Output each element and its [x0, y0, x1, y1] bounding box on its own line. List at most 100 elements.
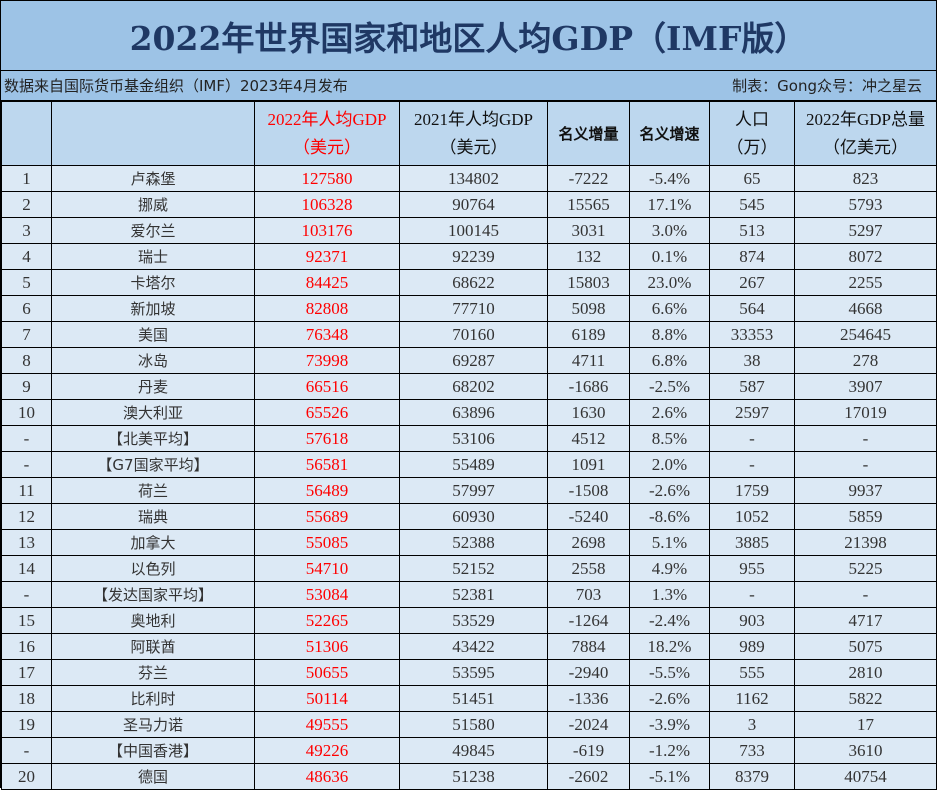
gdp-pc-2021-cell: 51451: [399, 685, 548, 712]
gdp-pc-2022-cell: 51306: [254, 633, 400, 660]
rank-cell: 2: [1, 191, 52, 218]
nominal-increase-cell: -2940: [547, 659, 630, 686]
gdp-total-cell: 254645: [794, 321, 937, 348]
gdp-pc-2022-cell: 65526: [254, 399, 400, 426]
population-cell: 8379: [709, 763, 795, 790]
name-cell: 爱尔兰: [51, 217, 255, 244]
nominal-growth-cell: 8.5%: [629, 425, 710, 452]
name-cell: 丹麦: [51, 373, 255, 400]
gdp-pc-2022-cell: 106328: [254, 191, 400, 218]
nominal-increase-cell: 4711: [547, 347, 630, 374]
gdp-pc-2021-cell: 52388: [399, 529, 548, 556]
nominal-growth-cell: 18.2%: [629, 633, 710, 660]
population-cell: 513: [709, 217, 795, 244]
table-row: 6 新加坡 82808 77710 5098 6.6% 564 4668: [1, 295, 937, 322]
name-cell: 新加坡: [51, 295, 255, 322]
rank-cell: 20: [1, 763, 52, 790]
gdp-total-cell: 3610: [794, 737, 937, 764]
header-gdp-pc-2021-line1: 2021年人均GDP: [413, 109, 533, 129]
table-row: 12 瑞典 55689 60930 -5240 -8.6% 1052 5859: [1, 503, 937, 530]
gdp-pc-2021-cell: 51238: [399, 763, 548, 790]
population-cell: 38: [709, 347, 795, 374]
table-row: 16 阿联酋 51306 43422 7884 18.2% 989 5075: [1, 633, 937, 660]
name-cell: 【G7国家平均】: [51, 451, 255, 478]
gdp-total-cell: 17019: [794, 399, 937, 426]
gdp-pc-2022-cell: 84425: [254, 269, 400, 296]
nominal-growth-cell: 6.6%: [629, 295, 710, 322]
gdp-table: 2022年人均GDP （美元） 2021年人均GDP （美元） 名义增量 名义增…: [1, 101, 937, 790]
gdp-pc-2021-cell: 53106: [399, 425, 548, 452]
name-cell: 瑞典: [51, 503, 255, 530]
table-row: 11 荷兰 56489 57997 -1508 -2.6% 1759 9937: [1, 477, 937, 504]
gdp-total-cell: -: [794, 581, 937, 608]
gdp-pc-2022-cell: 53084: [254, 581, 400, 608]
nominal-increase-cell: -5240: [547, 503, 630, 530]
population-cell: 903: [709, 607, 795, 634]
table-row: 5 卡塔尔 84425 68622 15803 23.0% 267 2255: [1, 269, 937, 296]
gdp-pc-2022-cell: 76348: [254, 321, 400, 348]
nominal-growth-cell: 2.6%: [629, 399, 710, 426]
name-cell: 荷兰: [51, 477, 255, 504]
rank-cell: -: [1, 581, 52, 608]
name-cell: 奥地利: [51, 607, 255, 634]
gdp-total-cell: 21398: [794, 529, 937, 556]
rank-cell: 13: [1, 529, 52, 556]
name-cell: 卡塔尔: [51, 269, 255, 296]
nominal-increase-cell: -1686: [547, 373, 630, 400]
rank-cell: 8: [1, 347, 52, 374]
gdp-pc-2021-cell: 100145: [399, 217, 548, 244]
name-cell: 比利时: [51, 685, 255, 712]
gdp-total-cell: 5075: [794, 633, 937, 660]
population-cell: 564: [709, 295, 795, 322]
population-cell: 1759: [709, 477, 795, 504]
table-row: 4 瑞士 92371 92239 132 0.1% 874 8072: [1, 243, 937, 270]
gdp-pc-2022-cell: 50655: [254, 659, 400, 686]
rank-cell: -: [1, 425, 52, 452]
rank-cell: 10: [1, 399, 52, 426]
gdp-total-cell: 4717: [794, 607, 937, 634]
nominal-growth-cell: 17.1%: [629, 191, 710, 218]
nominal-growth-cell: -1.2%: [629, 737, 710, 764]
gdp-pc-2021-cell: 92239: [399, 243, 548, 270]
population-cell: 989: [709, 633, 795, 660]
header-gdp-total-2022: 2022年GDP总量 （亿美元）: [794, 101, 937, 166]
gdp-pc-2022-cell: 55085: [254, 529, 400, 556]
table-row: 1 卢森堡 127580 134802 -7222 -5.4% 65 823: [1, 165, 937, 192]
gdp-pc-2021-cell: 52152: [399, 555, 548, 582]
name-cell: 以色列: [51, 555, 255, 582]
rank-cell: 4: [1, 243, 52, 270]
population-cell: -: [709, 425, 795, 452]
population-cell: 1052: [709, 503, 795, 530]
gdp-pc-2021-cell: 53529: [399, 607, 548, 634]
table-row: 19 圣马力诺 49555 51580 -2024 -3.9% 3 17: [1, 711, 937, 738]
table-row: 15 奥地利 52265 53529 -1264 -2.4% 903 4717: [1, 607, 937, 634]
population-cell: 3: [709, 711, 795, 738]
name-cell: 芬兰: [51, 659, 255, 686]
name-cell: 圣马力诺: [51, 711, 255, 738]
nominal-increase-cell: 1091: [547, 451, 630, 478]
gdp-total-cell: 278: [794, 347, 937, 374]
gdp-pc-2021-cell: 77710: [399, 295, 548, 322]
population-cell: 587: [709, 373, 795, 400]
nominal-increase-cell: 703: [547, 581, 630, 608]
nominal-increase-cell: -2602: [547, 763, 630, 790]
rank-cell: 12: [1, 503, 52, 530]
rank-cell: 16: [1, 633, 52, 660]
gdp-pc-2022-cell: 54710: [254, 555, 400, 582]
gdp-pc-2021-cell: 60930: [399, 503, 548, 530]
name-cell: 冰岛: [51, 347, 255, 374]
header-gdp-pc-2021: 2021年人均GDP （美元）: [399, 101, 548, 166]
gdp-pc-2022-cell: 127580: [254, 165, 400, 192]
rank-cell: 9: [1, 373, 52, 400]
rank-cell: -: [1, 737, 52, 764]
gdp-pc-2021-cell: 68202: [399, 373, 548, 400]
gdp-total-cell: 5297: [794, 217, 937, 244]
name-cell: 【中国香港】: [51, 737, 255, 764]
population-cell: 955: [709, 555, 795, 582]
gdp-pc-2022-cell: 82808: [254, 295, 400, 322]
nominal-growth-cell: 2.0%: [629, 451, 710, 478]
nominal-growth-cell: -5.5%: [629, 659, 710, 686]
rank-cell: 18: [1, 685, 52, 712]
nominal-increase-cell: 15565: [547, 191, 630, 218]
nominal-growth-cell: 5.1%: [629, 529, 710, 556]
